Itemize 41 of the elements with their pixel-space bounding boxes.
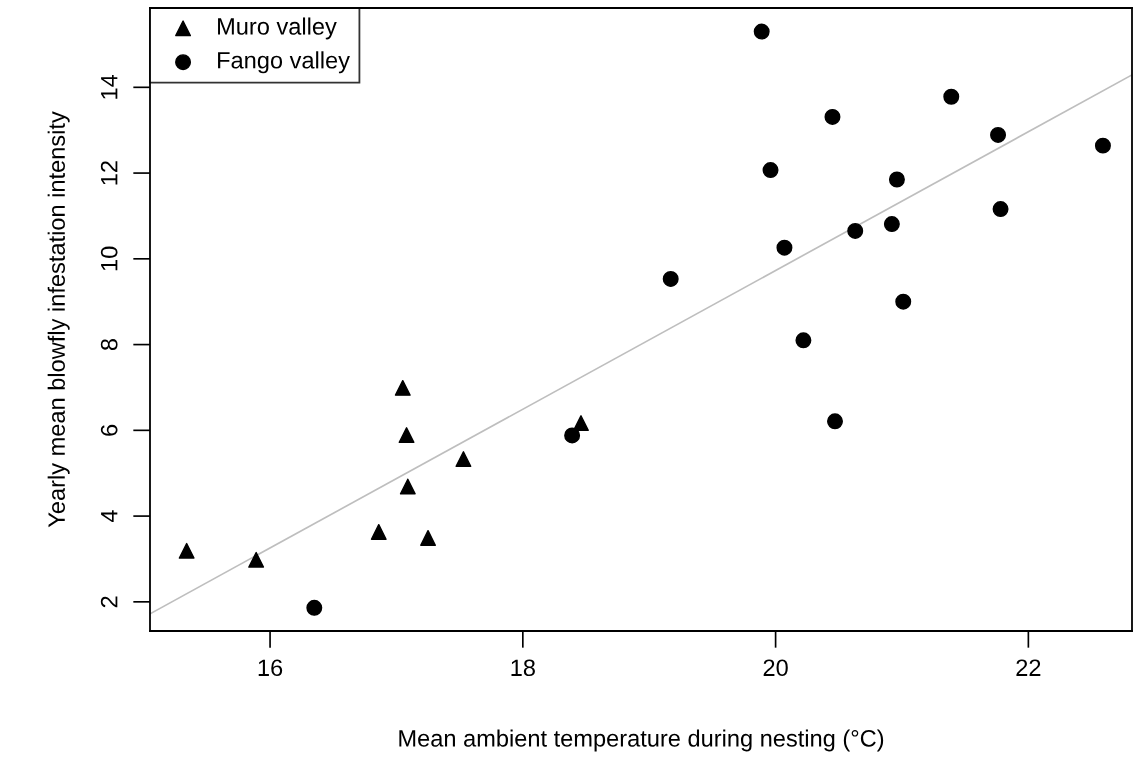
point xyxy=(883,216,900,233)
point xyxy=(420,529,437,546)
x-tick-label: 18 xyxy=(511,659,535,677)
y-tick-label: 14 xyxy=(101,74,118,99)
y-axis-title: Yearly mean blowfly infestation intensity xyxy=(47,111,70,528)
point xyxy=(572,415,589,432)
point xyxy=(990,126,1007,143)
point xyxy=(662,271,679,287)
point xyxy=(795,332,812,349)
x-axis-title: Mean ambient temperature during nesting (°C) xyxy=(399,729,884,752)
point xyxy=(248,551,265,568)
point xyxy=(399,478,416,495)
point xyxy=(753,23,770,40)
point xyxy=(827,413,843,430)
point xyxy=(564,427,581,444)
point xyxy=(895,293,912,310)
y-tick-label: 6 xyxy=(100,424,118,436)
x-tick-label: 16 xyxy=(258,659,283,677)
point xyxy=(1094,137,1111,154)
point xyxy=(762,162,779,179)
point xyxy=(398,427,415,444)
point xyxy=(776,239,793,256)
point xyxy=(370,523,387,540)
point xyxy=(888,171,905,188)
legend-label: Fango valley xyxy=(218,51,350,74)
point xyxy=(847,222,864,239)
y-tick-label: 2 xyxy=(100,596,118,608)
point xyxy=(455,451,472,468)
y-tick-label: 10 xyxy=(100,246,118,271)
legend-label: Muro valley xyxy=(218,17,337,40)
point xyxy=(306,599,323,616)
y-tick-label: 12 xyxy=(100,161,118,185)
x-tick-label: 22 xyxy=(1016,659,1041,676)
y-tick-label: 4 xyxy=(101,510,118,523)
point xyxy=(394,379,411,396)
y-tick-label: 8 xyxy=(100,339,118,351)
point xyxy=(943,88,960,105)
point xyxy=(992,201,1009,218)
point xyxy=(824,108,841,125)
x-tick-label: 20 xyxy=(763,659,788,677)
point xyxy=(178,542,195,559)
